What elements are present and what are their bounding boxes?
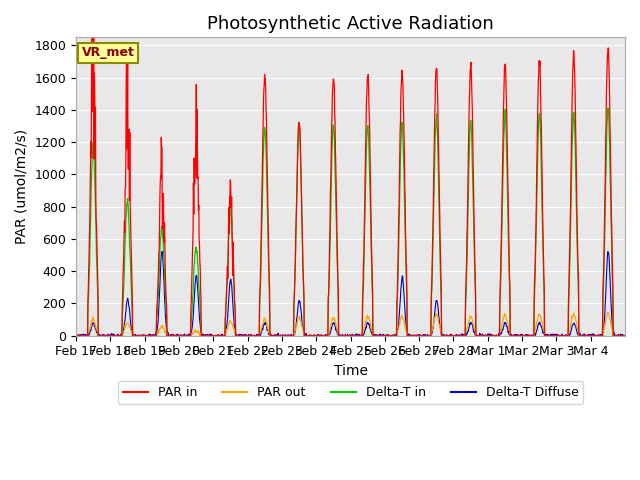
Text: VR_met: VR_met [82,46,134,60]
Legend: PAR in, PAR out, Delta-T in, Delta-T Diffuse: PAR in, PAR out, Delta-T in, Delta-T Dif… [118,381,584,404]
X-axis label: Time: Time [333,364,367,378]
Title: Photosynthetic Active Radiation: Photosynthetic Active Radiation [207,15,494,33]
Y-axis label: PAR (umol/m2/s): PAR (umol/m2/s) [15,129,29,244]
